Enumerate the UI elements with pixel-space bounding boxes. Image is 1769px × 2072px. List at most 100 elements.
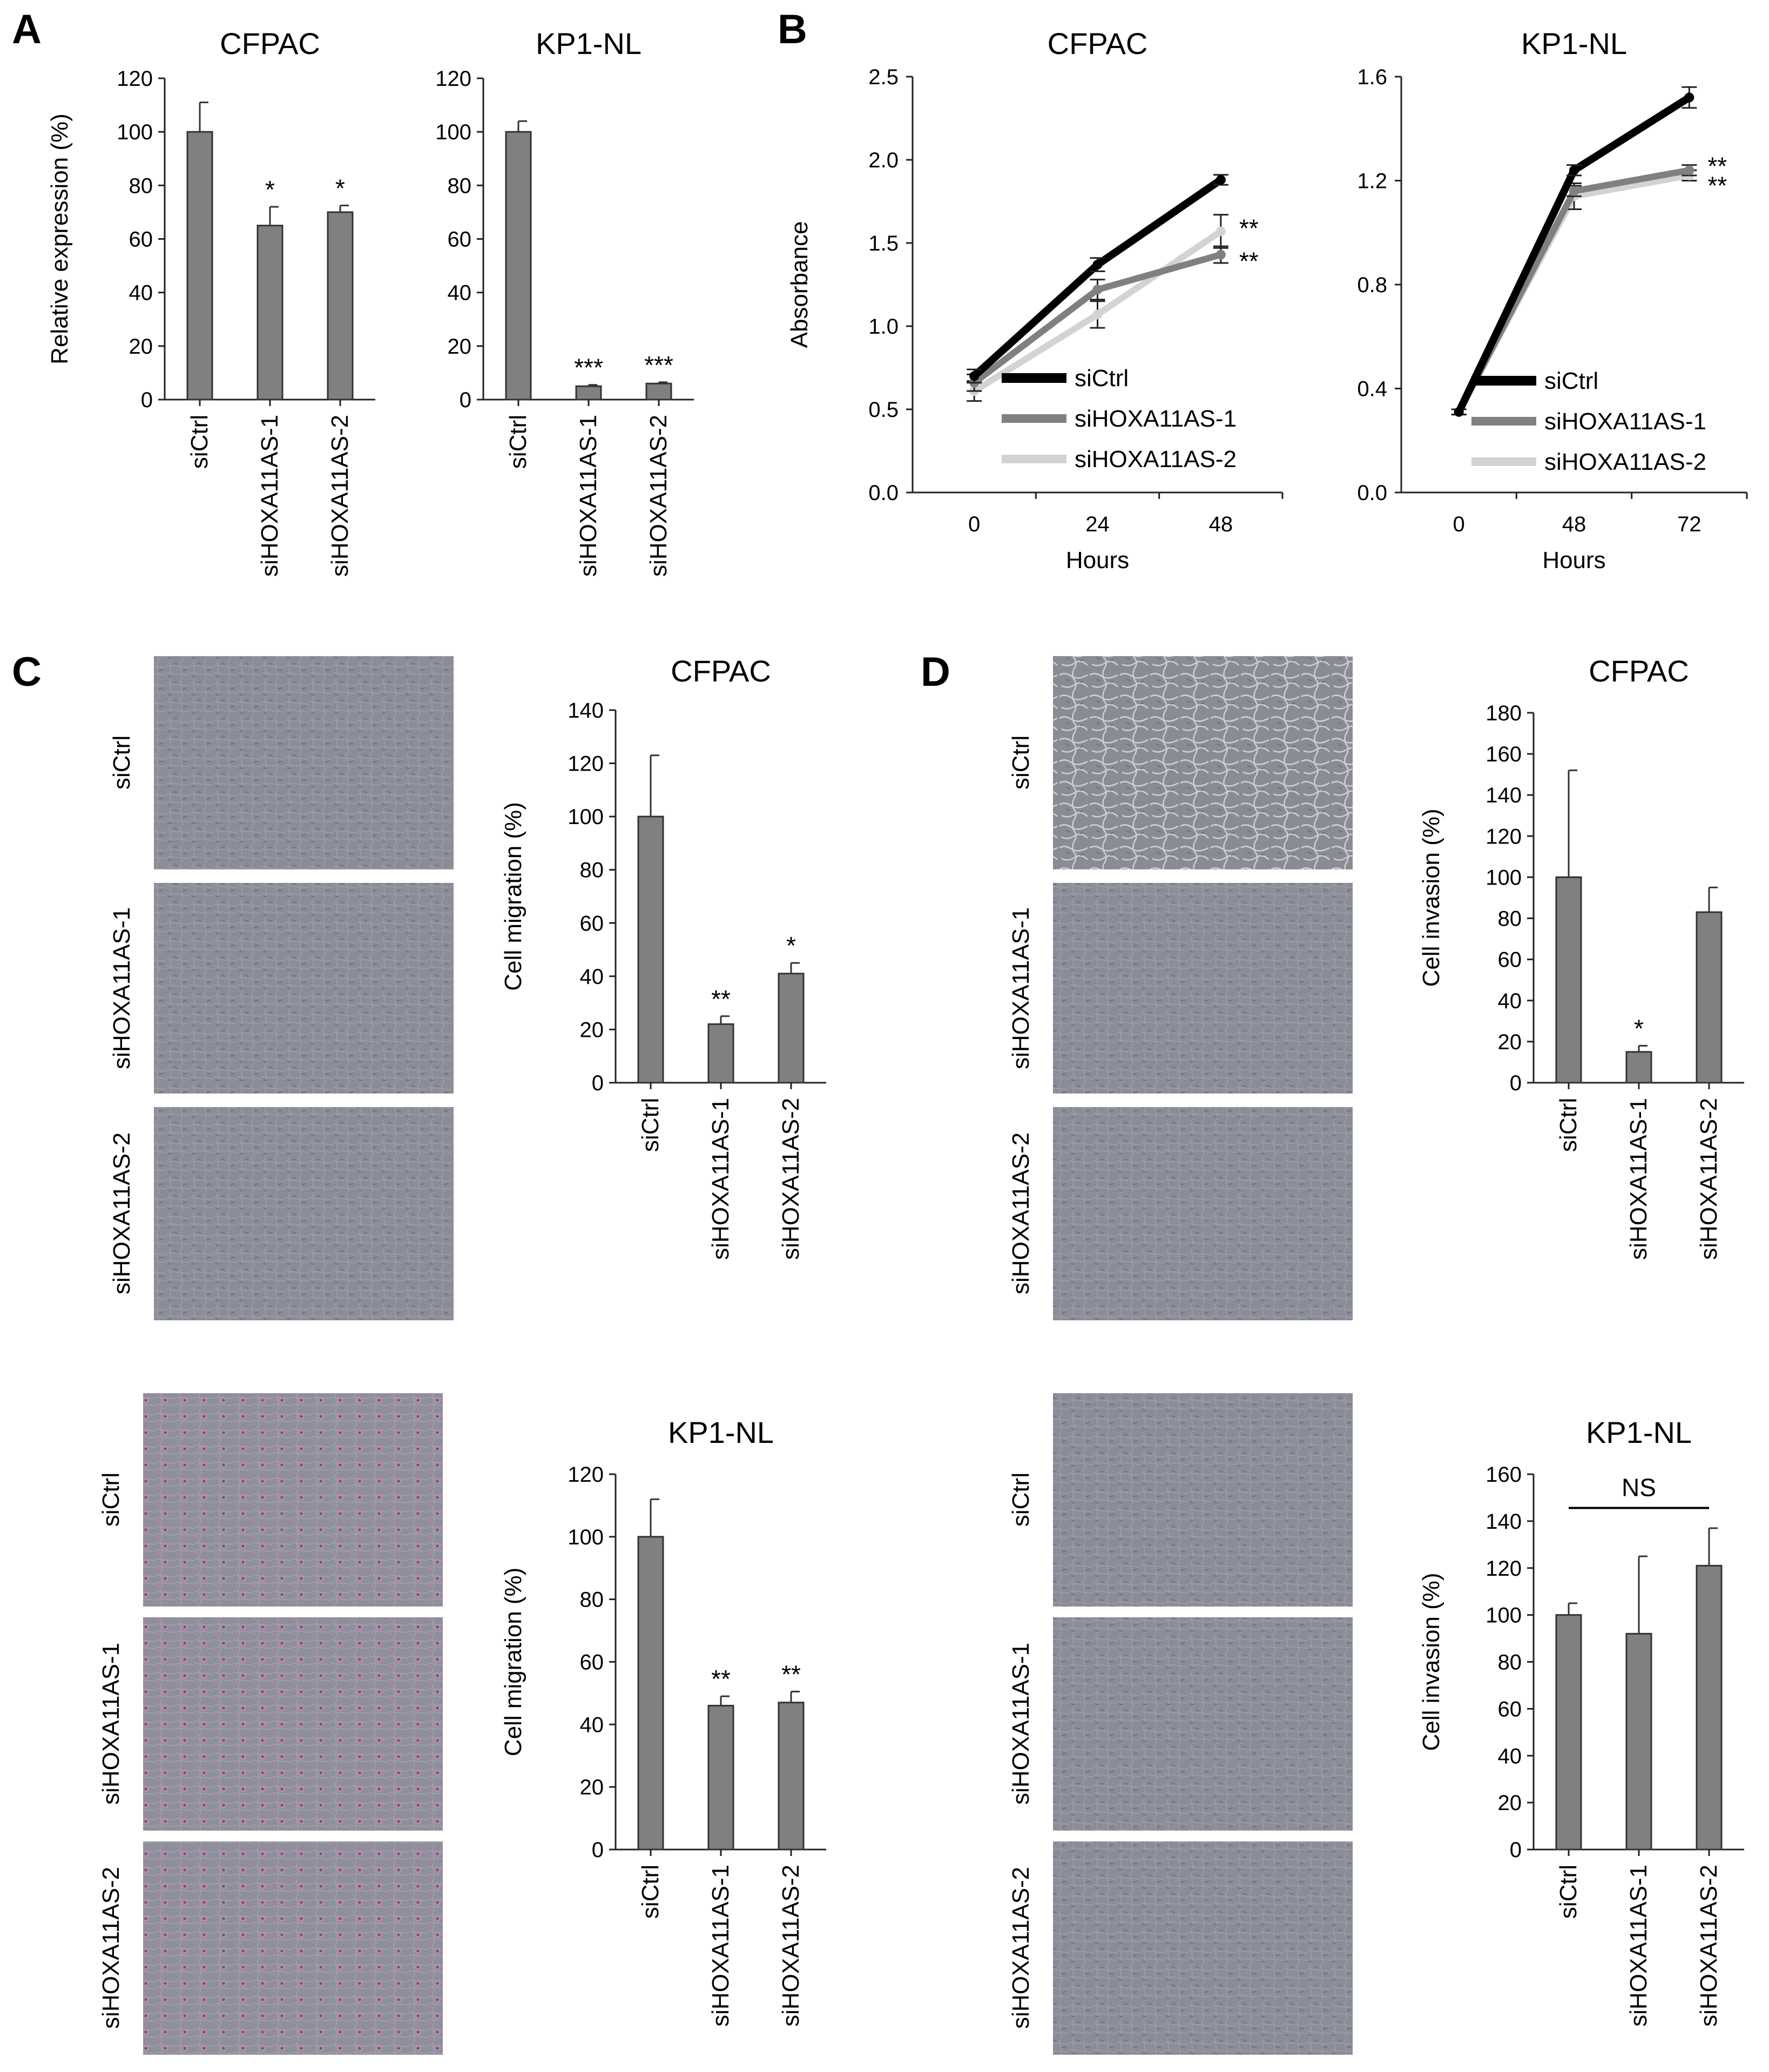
y-tick-label: 140 [1486, 784, 1522, 807]
y-tick-label: 0 [592, 1838, 604, 1862]
bar [1696, 911, 1723, 1084]
y-tick-label: 20 [1498, 1030, 1522, 1054]
y-tick-label: 40 [580, 1713, 604, 1737]
bar [1696, 1564, 1723, 1851]
panel-label-a: A [12, 6, 42, 52]
micrograph-d-cfpac-as2 [1053, 1107, 1353, 1320]
y-axis-label: Relative expression (%) [46, 113, 73, 365]
chart-title: KP1-NL [1521, 26, 1627, 60]
micrograph-c-cfpac-sictrl [154, 656, 454, 869]
bar [1555, 1614, 1582, 1851]
category-label: siHOXA11AS-1 [1625, 1865, 1652, 2027]
y-tick-label: 100 [1486, 866, 1522, 889]
bar [186, 131, 213, 401]
category-label: siCtrl [637, 1865, 664, 1919]
photo-label-c-cfpac-as2: siHOXA11AS-2 [109, 1132, 135, 1294]
y-tick-label: 60 [1498, 948, 1522, 972]
bar [575, 385, 602, 401]
category-label: siHOXA11AS-1 [256, 415, 283, 577]
panel-label-d: D [921, 649, 950, 695]
photo-label-d-cfpac-as2: siHOXA11AS-2 [1008, 1132, 1034, 1294]
y-tick-label: 100 [568, 805, 604, 829]
y-tick-label: 120 [435, 67, 471, 91]
y-tick-label: 0 [1510, 1071, 1522, 1095]
y-tick-label: 20 [580, 1776, 604, 1799]
significance-marker: * [786, 932, 796, 960]
category-label: siHOXA11AS-2 [645, 415, 672, 577]
legend-label: siCtrl [1544, 368, 1598, 394]
y-tick-label: 0 [1510, 1838, 1522, 1862]
y-tick-label: 100 [117, 120, 153, 144]
data-point [1092, 309, 1103, 320]
y-tick-label: 1.2 [1357, 170, 1387, 193]
bar [1625, 1632, 1652, 1851]
data-point [1216, 174, 1226, 185]
y-tick-label: 140 [568, 699, 604, 723]
micrograph-c-kp1nl-as2 [143, 1841, 443, 2055]
bar [505, 131, 532, 401]
y-tick-label: 0 [460, 388, 471, 412]
y-tick-label: 1.0 [868, 315, 899, 339]
y-tick-label: 1.5 [868, 232, 899, 255]
panel-label-c: C [12, 649, 42, 695]
panel-label-b: B [778, 6, 807, 52]
significance-marker: ** [711, 985, 731, 1013]
category-label: siHOXA11AS-2 [327, 415, 353, 577]
significance-marker: ** [1239, 247, 1259, 275]
y-tick-label: 40 [129, 281, 153, 305]
data-point [1569, 165, 1579, 176]
category-label: siHOXA11AS-1 [1625, 1098, 1652, 1260]
category-label: siHOXA11AS-2 [1696, 1098, 1722, 1260]
y-tick-label: 0 [141, 388, 153, 412]
photo-label-d-cfpac-as1: siHOXA11AS-1 [1008, 907, 1034, 1069]
bar [707, 1705, 734, 1851]
y-tick-label: 80 [129, 174, 153, 198]
legend-label: siHOXA11AS-1 [1075, 406, 1237, 432]
significance-marker: ** [1707, 152, 1727, 180]
y-tick-label: 60 [1498, 1697, 1522, 1721]
chart-d-kp1nl-invasion: KP1-NL 0 20 40 60 80 100 120 140 160 Cell invasion… [1418, 1415, 1744, 2027]
bar [1555, 876, 1582, 1084]
micrograph-d-cfpac-sictrl [1053, 656, 1353, 869]
y-tick-label: 80 [448, 174, 472, 198]
y-axis-label: Cell invasion (%) [1418, 1572, 1444, 1751]
chart-title: CFPAC [220, 26, 320, 60]
chart-c-cfpac-migration: CFPAC 0 20 40 60 80 100 120 140 Cell migration (%… [500, 654, 826, 1260]
category-label: siHOXA11AS-1 [707, 1865, 734, 2027]
data-point [1216, 249, 1226, 260]
y-axis-label: Cell invasion (%) [1418, 808, 1444, 987]
micrograph-c-cfpac-as2 [154, 1107, 454, 1320]
y-axis-label: Cell migration (%) [500, 802, 526, 991]
legend-label: siHOXA11AS-2 [1544, 449, 1706, 475]
photo-label-d-cfpac-sictrl: siCtrl [1008, 735, 1034, 789]
data-point [1092, 285, 1103, 295]
legend-label: siHOXA11AS-1 [1544, 408, 1706, 435]
significance-marker: *** [644, 351, 673, 379]
bar [1625, 1051, 1652, 1084]
bar [637, 815, 664, 1084]
category-label: siHOXA11AS-2 [778, 1098, 804, 1260]
bar [778, 1702, 805, 1851]
bar [778, 973, 805, 1084]
y-tick-label: 80 [1498, 1651, 1522, 1675]
micrograph-d-kp1nl-as2 [1053, 1841, 1353, 2055]
micrographs-c-cfpac: siCtrl siHOXA11AS-1 siHOXA11AS-2 [109, 656, 454, 1320]
photo-label-c-kp1nl-sictrl: siCtrl [98, 1473, 124, 1527]
x-tick-label: 0 [1453, 512, 1465, 536]
y-tick-label: 20 [1498, 1791, 1522, 1815]
y-tick-label: 0.8 [1357, 273, 1387, 297]
y-tick-label: 0.0 [868, 481, 899, 505]
category-label: siHOXA11AS-2 [778, 1865, 804, 2027]
legend-label: siCtrl [1075, 365, 1129, 392]
y-tick-label: 100 [435, 120, 471, 144]
photo-label-d-kp1nl-sictrl: siCtrl [1008, 1473, 1034, 1527]
significance-marker: * [265, 176, 275, 204]
x-tick-label: 48 [1209, 512, 1233, 536]
significance-marker: ** [1239, 214, 1259, 242]
data-point [969, 371, 980, 381]
y-tick-label: 120 [1486, 825, 1522, 848]
significance-marker: ** [1707, 171, 1727, 199]
y-tick-label: 80 [1498, 907, 1522, 931]
chart-title: KP1-NL [536, 26, 642, 60]
